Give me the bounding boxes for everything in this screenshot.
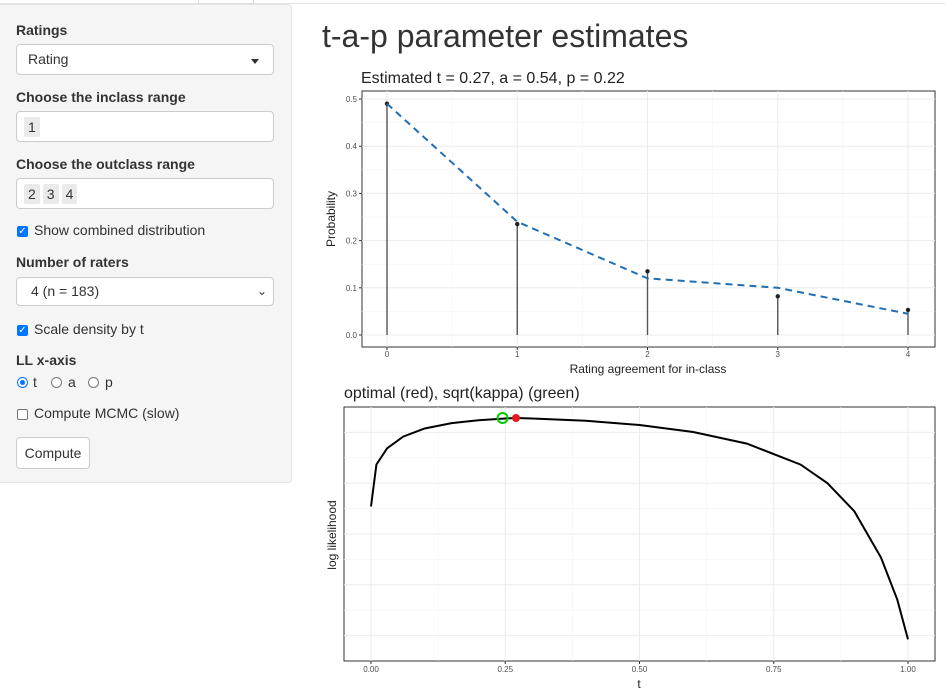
log-likelihood-curve (370, 416, 909, 640)
x-tick-label: 4 (906, 350, 911, 359)
raters-select[interactable]: 4 (n = 183) ⌄ (16, 277, 274, 306)
raters-select-value: 4 (n = 183) (31, 283, 100, 299)
x-tick-label: 2 (645, 350, 650, 359)
y-tick-label: 0.4 (346, 142, 358, 151)
mcmc-checkbox[interactable] (17, 409, 28, 420)
chevron-down-icon: ⌄ (256, 284, 267, 298)
x-tick-label: 3 (776, 350, 781, 359)
y-axis-label: log likelihood (325, 500, 339, 569)
outclass-chip[interactable]: 2 (24, 184, 40, 204)
x-axis-label: t (637, 677, 641, 691)
data-point (905, 307, 911, 313)
y-tick-label: 0.3 (346, 189, 358, 198)
y-tick-label: 0.0 (346, 331, 358, 340)
radio-t[interactable] (17, 377, 28, 388)
x-tick-label: 0.50 (632, 665, 648, 674)
y-tick-label: 0.5 (346, 95, 358, 104)
active-tab[interactable] (198, 0, 254, 4)
radio-a-label: a (68, 374, 76, 390)
x-tick-label: 0.25 (497, 665, 513, 674)
outclass-chip[interactable]: 4 (61, 184, 78, 204)
inclass-label: Choose the inclass range (16, 89, 186, 105)
optimal-marker (511, 414, 520, 422)
mcmc-label: Compute MCMC (slow) (34, 405, 180, 421)
y-tick-label: 0.1 (346, 284, 358, 293)
data-point (775, 294, 780, 299)
y-axis-label: Probability (324, 191, 338, 247)
y-tick-label: 0.2 (346, 237, 358, 246)
x-tick-label: 1.00 (900, 665, 916, 674)
ratings-label: Ratings (16, 22, 68, 38)
top-border (0, 0, 945, 4)
x-tick-label: 0.00 (363, 665, 379, 674)
x-axis-label: Rating agreement for in-class (570, 362, 727, 376)
ll-axis-label: LL x-axis (16, 352, 77, 368)
dashed-series-line (386, 102, 909, 315)
probability-chart: Estimated t = 0.27, a = 0.54, p = 0.22 0… (324, 70, 936, 376)
plot-panel (361, 90, 936, 348)
x-tick-label: 0.75 (766, 665, 782, 674)
compute-button[interactable]: Compute (16, 437, 90, 469)
data-point (515, 221, 520, 227)
radio-t-label: t (33, 374, 37, 390)
show-combined-label: Show combined distribution (34, 222, 206, 238)
scale-density-label: Scale density by t (34, 321, 144, 337)
radio-a[interactable] (51, 377, 62, 388)
scale-density-checkbox[interactable]: ✓ (17, 325, 28, 336)
radio-p[interactable] (88, 377, 99, 388)
raters-label: Number of raters (16, 254, 129, 270)
chart-title: Estimated t = 0.27, a = 0.54, p = 0.22 (361, 70, 625, 87)
outclass-chip[interactable]: 3 (42, 184, 59, 204)
outclass-label: Choose the outclass range (16, 156, 195, 172)
inclass-select[interactable]: 1 (16, 111, 274, 142)
radio-p-label: p (105, 374, 113, 390)
page-title: t-a-p parameter estimates (322, 18, 689, 54)
ratings-select[interactable]: Rating (16, 44, 274, 75)
x-tick-label: 1 (515, 350, 520, 359)
sidebar-panel: Ratings Rating Choose the inclass range … (0, 4, 292, 483)
show-combined-checkbox[interactable]: ✓ (17, 226, 28, 237)
data-point (645, 269, 650, 274)
inclass-chip[interactable]: 1 (24, 117, 40, 137)
ratings-select-value: Rating (28, 51, 69, 67)
caret-down-icon (251, 59, 259, 64)
x-tick-label: 0 (385, 350, 390, 359)
chart-title: optimal (red), sqrt(kappa) (green) (344, 385, 580, 402)
sqrt-kappa-marker (496, 412, 509, 424)
log-likelihood-chart: optimal (red), sqrt(kappa) (green) 0.00 0… (325, 385, 936, 691)
